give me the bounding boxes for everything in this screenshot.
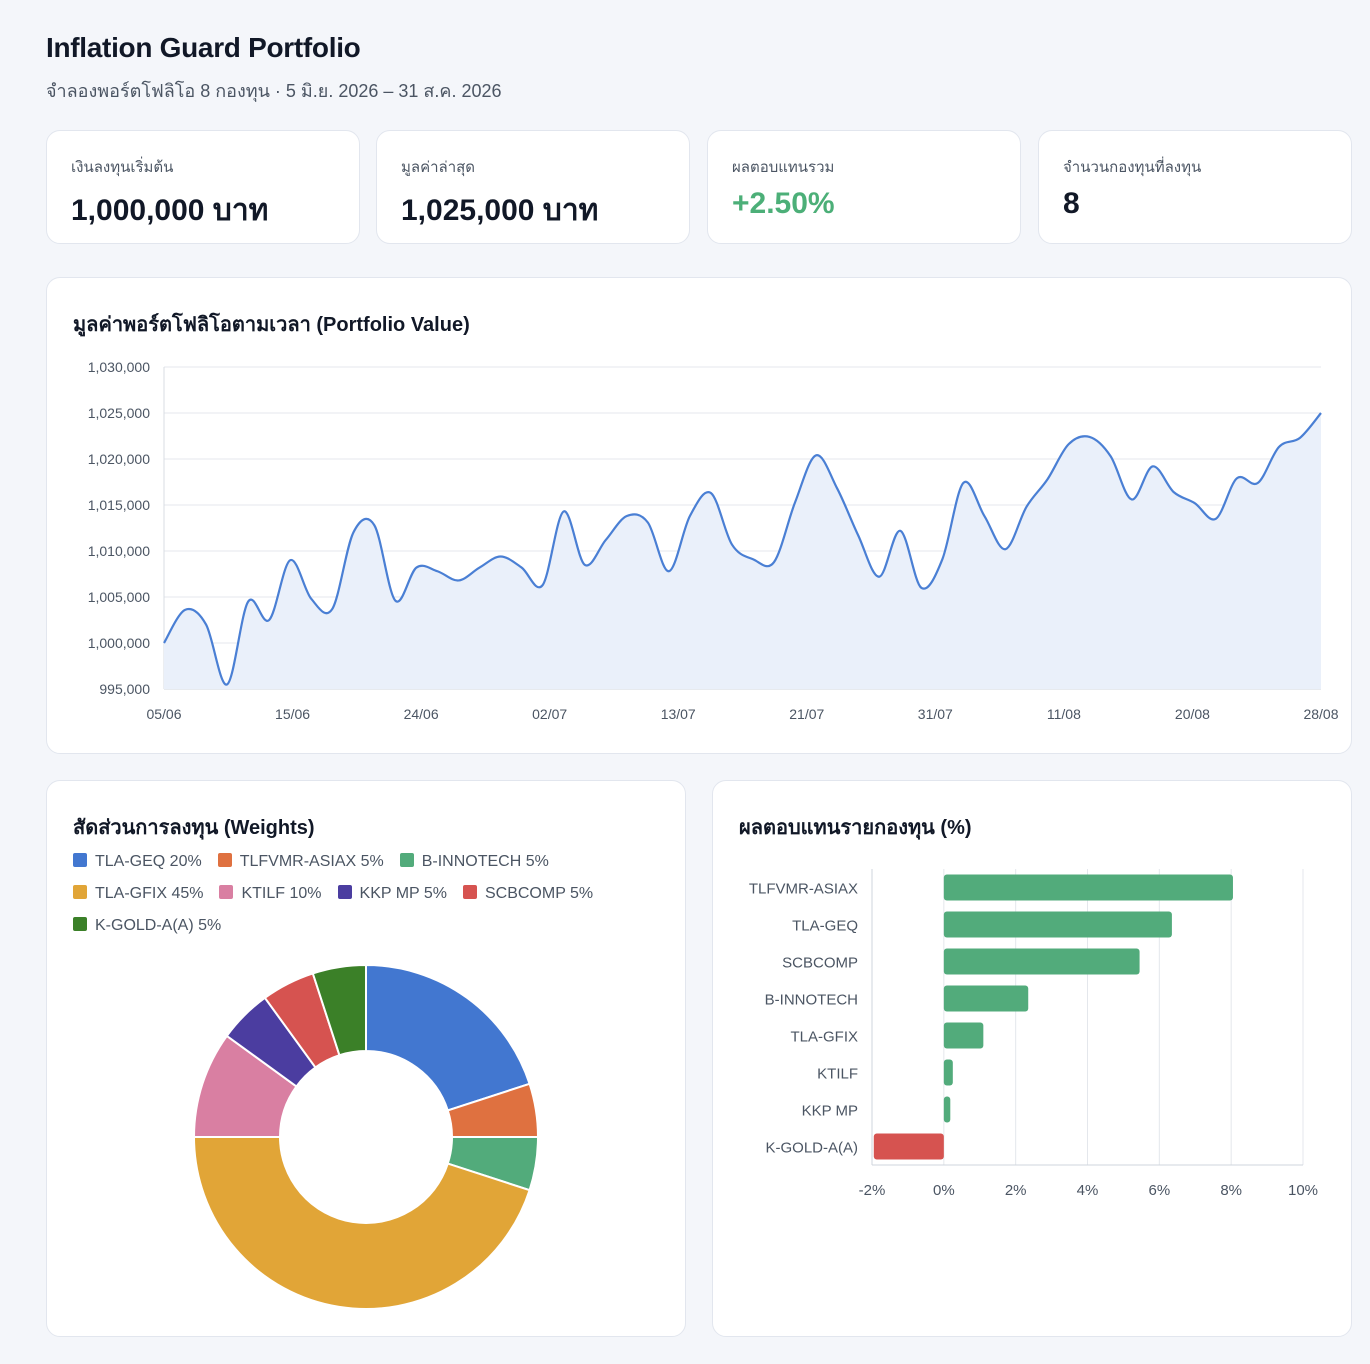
y-tick-label: KTILF [817,1066,858,1083]
weights-card: สัดส่วนการลงทุน (Weights) TLA-GEQ 20% TLF… [46,780,686,1337]
x-tick-label: 6% [1148,1182,1170,1199]
legend-swatch [337,885,352,899]
bar [943,1022,984,1049]
y-tick-label: SCBCOMP [782,955,858,972]
kpi-value: 8 [1063,187,1080,220]
page-subtitle: จำลองพอร์ตโฟลิโอ 8 กองทุน · 5 มิ.ย. 2026… [46,81,502,101]
legend-swatch [462,885,477,899]
kpi-label: จำนวนกองทุนที่ลงทุน [1063,159,1202,176]
x-tick-label: 4% [1077,1182,1099,1199]
legend-item[interactable]: SCBCOMP 5% [462,885,594,903]
y-tick-label: 995,000 [99,681,150,697]
bar [873,1133,944,1160]
weights-legend: TLA-GEQ 20% TLFVMR-ASIAX 5% B-INNOTECH 5% T… [73,853,673,949]
x-tick-label: 2% [1005,1182,1027,1199]
legend-label: TLFVMR-ASIAX 5% [239,853,384,870]
portfolio-value-line [163,412,1322,686]
legend-label: B-INNOTECH 5% [421,853,549,870]
kpi-label: มูลค่าล่าสุด [401,159,476,176]
legend-item[interactable]: TLFVMR-ASIAX 5% [217,853,384,871]
legend-label: SCBCOMP 5% [484,885,594,902]
chart-title: มูลค่าพอร์ตโฟลิโอตามเวลา (Portfolio Valu… [73,314,470,336]
legend-item[interactable]: K-GOLD-A(A) 5% [73,917,221,935]
y-tick-label: 1,015,000 [88,497,150,513]
y-tick-label: 1,025,000 [88,405,150,421]
legend-swatch [73,853,87,867]
y-tick-label: TLFVMR-ASIAX [749,881,858,898]
chart-title: ผลตอบแทนรายกองทุน (%) [739,817,972,839]
bar [943,911,1172,938]
fund-returns-card: ผลตอบแทนรายกองทุน (%) -2% 0% 2% 4% 6% 8% 10% TL… [712,780,1352,1337]
legend-item[interactable]: KKP MP 5% [337,885,447,903]
x-tick-label: 05/06 [146,706,181,722]
x-tick-label: 13/07 [661,706,696,722]
x-tick-label: -2% [859,1182,886,1199]
bar [943,1059,953,1086]
y-tick-label: 1,005,000 [88,589,150,605]
bar [943,985,1029,1012]
kpi-card-initial-investment: เงินลงทุนเริ่มต้น 1,000,000 บาท [46,130,360,244]
kpi-card-fund-count: จำนวนกองทุนที่ลงทุน 8 [1038,130,1352,244]
y-tick-label: KKP MP [802,1103,858,1120]
y-tick-label: K-GOLD-A(A) [765,1140,858,1157]
bar [943,874,1233,901]
legend-label: TLA-GEQ 20% [95,853,202,870]
x-tick-label: 10% [1288,1182,1318,1199]
legend-item[interactable]: TLA-GFIX 45% [73,885,203,903]
kpi-card-total-return: ผลตอบแทนรวม +2.50% [707,130,1021,244]
donut-slice-tla-geq [365,963,531,1112]
y-tick-label: TLA-GEQ [792,918,858,935]
x-tick-label: 21/07 [789,706,824,722]
x-tick-label: 0% [933,1182,955,1199]
legend-label: KTILF 10% [241,885,322,902]
legend-swatch [217,853,232,867]
y-tick-label: 1,010,000 [88,543,150,559]
donut-slice-k-gold-a-a [311,963,367,1057]
legend-swatch [73,917,87,931]
y-tick-label: 1,030,000 [88,359,150,375]
kpi-value: 1,025,000 บาท [401,194,599,227]
portfolio-value-chart: 995,000 1,000,000 1,005,000 1,010,000 1,015,… [88,359,1339,722]
x-tick-label: 28/08 [1303,706,1338,722]
legend-swatch [399,853,414,867]
portfolio-value-area [164,413,1321,689]
x-tick-label: 11/08 [1047,706,1081,722]
y-tick-label: B-INNOTECH [765,992,858,1009]
y-tick-label: 1,020,000 [88,451,150,467]
y-tick-label: TLA-GFIX [790,1029,858,1046]
x-tick-label: 31/07 [918,706,953,722]
legend-swatch [219,885,234,899]
kpi-value: +2.50% [732,187,835,220]
legend-item[interactable]: TLA-GEQ 20% [73,853,202,871]
legend-item[interactable]: KTILF 10% [219,885,322,903]
x-tick-label: 20/08 [1175,706,1210,722]
x-tick-label: 15/06 [275,706,310,722]
legend-label: KKP MP 5% [359,885,447,902]
x-tick-label: 24/06 [404,706,439,722]
page-title: Inflation Guard Portfolio [46,32,361,63]
bar [943,1096,951,1123]
x-tick-label: 8% [1220,1182,1242,1199]
legend-label: TLA-GFIX 45% [95,885,204,902]
chart-title: สัดส่วนการลงทุน (Weights) [73,817,315,839]
portfolio-value-card: มูลค่าพอร์ตโฟลิโอตามเวลา (Portfolio Valu… [46,277,1352,754]
legend-label: K-GOLD-A(A) 5% [95,917,222,934]
page-header: Inflation Guard Portfolio จำลองพอร์ตโฟลิ… [46,32,502,105]
kpi-label: ผลตอบแทนรวม [732,159,835,176]
legend-swatch [73,885,87,899]
donut-slice-tla-gfix [192,1136,531,1311]
y-tick-label: 1,000,000 [88,635,150,651]
kpi-card-latest-value: มูลค่าล่าสุด 1,025,000 บาท [376,130,690,244]
x-tick-label: 02/07 [532,706,567,722]
kpi-value: 1,000,000 บาท [71,194,269,227]
kpi-label: เงินลงทุนเริ่มต้น [71,159,174,176]
weights-donut-chart [192,963,540,1311]
legend-item[interactable]: B-INNOTECH 5% [399,853,549,871]
fund-returns-bar-chart: -2% 0% 2% 4% 6% 8% 10% TLFVMR-ASIAX TLA-GEQ SCBCO… [749,869,1318,1199]
bar [943,948,1140,975]
